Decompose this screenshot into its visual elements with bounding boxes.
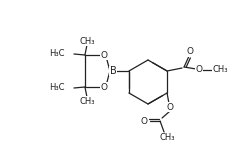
Text: O: O [167,103,174,112]
Text: O: O [196,66,203,75]
Text: CH₃: CH₃ [79,97,95,106]
Text: O: O [141,116,148,125]
Text: CH₃: CH₃ [159,134,175,143]
Text: O: O [101,51,107,60]
Text: O: O [101,82,107,91]
Text: CH₃: CH₃ [79,36,95,46]
Text: H₃C: H₃C [49,49,65,58]
Text: H₃C: H₃C [49,83,65,92]
Text: CH₃: CH₃ [212,66,228,75]
Text: B: B [110,66,116,76]
Text: O: O [186,48,194,57]
